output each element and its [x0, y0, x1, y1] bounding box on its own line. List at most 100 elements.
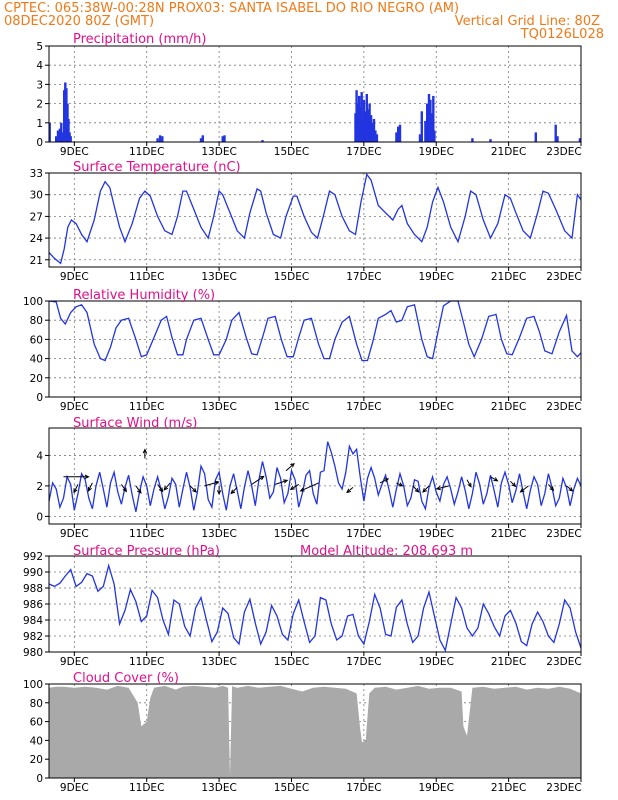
- wind-arrow-head: [192, 487, 197, 493]
- cloud-ytick-label: 60: [30, 717, 43, 729]
- precip-xtick-label: 21DEC: [491, 146, 526, 158]
- temp-xtick-label: 17DEC: [346, 271, 381, 283]
- precip-bar: [365, 94, 368, 142]
- precip-xtick-label: 11DEC: [129, 146, 164, 158]
- precip-bar: [432, 95, 435, 142]
- precip-xtick-label: 17DEC: [346, 146, 381, 158]
- precip-bar: [369, 115, 373, 142]
- wind-arrow-head: [384, 478, 390, 483]
- wind-vectors: [63, 448, 574, 496]
- pressure-ytick-label: 988: [23, 583, 43, 595]
- wind-frame: [48, 427, 582, 525]
- pressure-ytick-label: 992: [23, 551, 43, 563]
- wind-arrow-head: [73, 488, 78, 494]
- wind-ytick-label: 0: [36, 511, 43, 523]
- wind-series: [48, 441, 582, 512]
- wind-title: Surface Wind (m/s): [73, 416, 197, 431]
- precip-bar: [430, 113, 434, 142]
- rh-ytick-label: 60: [30, 334, 43, 346]
- cloud-series: [49, 685, 581, 778]
- precip-bar: [261, 140, 264, 142]
- pressure-xtick-label: 19DEC: [418, 656, 453, 668]
- wind-arrow-head: [511, 482, 517, 488]
- pressure-xtick-label: 23DEC: [546, 656, 581, 668]
- rh-ytick-label: 100: [23, 296, 43, 308]
- temp-xtick-label: 23DEC: [546, 271, 581, 283]
- precip-bar: [429, 99, 432, 142]
- precip-bar: [61, 132, 64, 142]
- precip-ytick-label: 1: [36, 118, 43, 130]
- precip-bar: [55, 136, 58, 142]
- wind-arrow-head: [158, 487, 164, 493]
- rh-line: [48, 300, 582, 362]
- rh-series: [48, 300, 582, 362]
- precip-bar: [362, 99, 366, 142]
- wind-arrow: [490, 476, 498, 482]
- pressure-ytick-label: 980: [23, 647, 43, 659]
- precip-bar: [424, 120, 427, 142]
- precip-bar: [221, 136, 224, 142]
- wind-arrow: [379, 478, 389, 484]
- temp-xtick-label: 15DEC: [274, 271, 309, 283]
- cloud-xtick-label: 19DEC: [418, 782, 453, 794]
- precip-bar: [69, 136, 72, 142]
- wind-arrow: [275, 479, 288, 485]
- cloud-panel: 0 20 40 60 80 100 9DEC 11DEC 13DEC 15DEC 17DEC 19DE…: [23, 671, 582, 794]
- precip-bar: [489, 139, 492, 142]
- wind-arrow-head: [122, 487, 128, 493]
- cloud-ytick-label: 20: [30, 754, 43, 766]
- precip-frame: [48, 45, 582, 143]
- rh-ytick-label: 0: [36, 392, 43, 404]
- precip-ytick-label: 0: [36, 137, 43, 149]
- pressure-ytick-label: 982: [23, 631, 43, 643]
- wind-xtick-label: 23DEC: [546, 528, 581, 540]
- wind-xtick-label: 11DEC: [129, 528, 164, 540]
- precip-bar: [60, 122, 63, 142]
- precip-bar: [556, 136, 559, 142]
- wind-arrow-head: [137, 488, 142, 494]
- wind-arrow: [548, 484, 554, 491]
- cloud-title: Cloud Cover (%): [73, 671, 179, 686]
- wind-arrow-head: [214, 480, 220, 485]
- precip-xtick-label: 9DEC: [60, 146, 89, 158]
- pressure-xtick-label: 15DEC: [274, 656, 309, 668]
- wind-arrow: [346, 487, 354, 493]
- rh-xtick-label: 11DEC: [129, 401, 164, 413]
- temp-ytick-label: 27: [30, 211, 43, 223]
- cloud-xtick-label: 17DEC: [346, 782, 381, 794]
- wind-arrow: [230, 487, 238, 494]
- precip-bar: [372, 119, 376, 142]
- pressure-title: Surface Pressure (hPa): [73, 544, 220, 559]
- precip-bar: [364, 111, 367, 142]
- precip-bar: [367, 109, 370, 142]
- precip-bar: [426, 103, 429, 142]
- wind-ytick-label: 4: [36, 450, 43, 462]
- header-grid-note: Vertical Grid Line: 80Z: [455, 14, 600, 29]
- precip-bar: [375, 134, 379, 142]
- wind-arrow: [300, 482, 319, 492]
- wind-arrow: [520, 485, 529, 493]
- precip-bar: [578, 138, 582, 142]
- cloud-xtick-label: 13DEC: [201, 782, 236, 794]
- pressure-xtick-label: 9DEC: [60, 656, 89, 668]
- precip-bar: [398, 124, 402, 142]
- precip-ytick-label: 4: [36, 60, 43, 72]
- temp-xtick-label: 21DEC: [491, 271, 526, 283]
- wind-arrow: [73, 484, 79, 493]
- precip-bar: [158, 135, 162, 142]
- temp-xtick-label: 9DEC: [60, 271, 89, 283]
- pressure-ytick-label: 990: [23, 567, 43, 579]
- wind-xtick-label: 21DEC: [491, 528, 526, 540]
- temp-xtick-label: 19DEC: [418, 271, 453, 283]
- rh-xtick-label: 23DEC: [546, 401, 581, 413]
- cloud-frame: [48, 683, 582, 779]
- cloud-xtick-label: 15DEC: [274, 782, 309, 794]
- precip-bar: [58, 128, 62, 142]
- wind-arrow: [135, 485, 142, 494]
- pressure-xtick-label: 13DEC: [201, 656, 236, 668]
- cloud-xtick-label: 11DEC: [129, 782, 164, 794]
- precip-bar: [223, 135, 226, 142]
- wind-arrow: [189, 485, 197, 493]
- pressure-ytick-label: 986: [23, 599, 43, 611]
- rh-ytick-label: 40: [30, 354, 43, 366]
